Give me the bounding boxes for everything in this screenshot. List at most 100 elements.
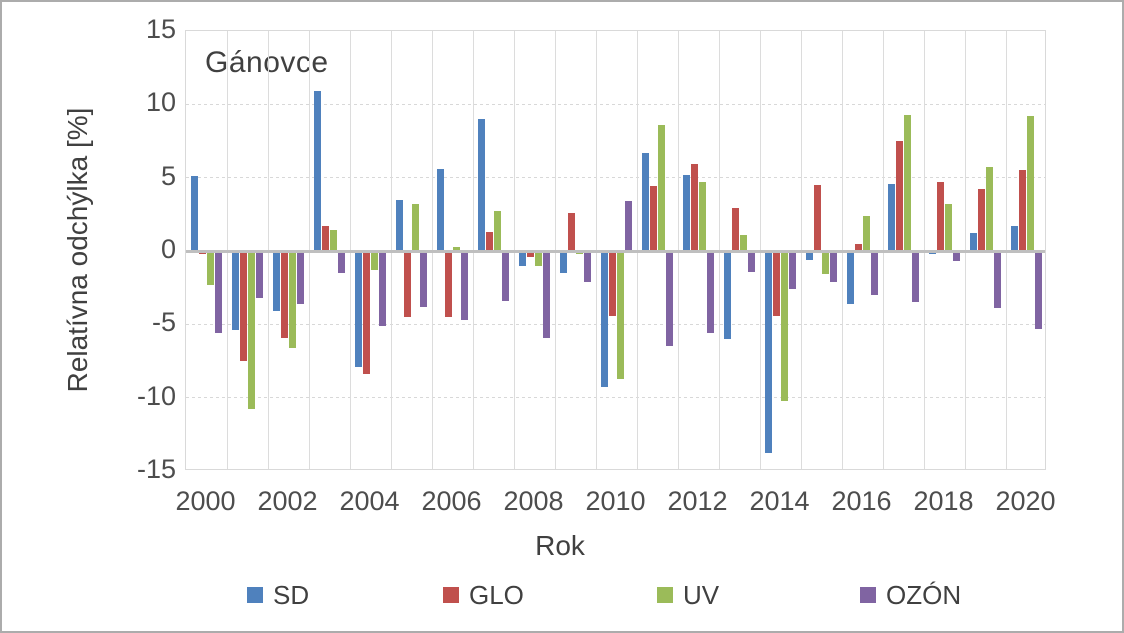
y-tick-label--5: -5: [151, 307, 176, 338]
bar-uv-2015: [822, 251, 829, 275]
legend-item-uv: UV: [657, 582, 719, 608]
bar-ozón-2015: [830, 251, 837, 282]
gridline-y--5: [186, 323, 1045, 325]
y-tick-label-10: 10: [145, 87, 176, 118]
bar-uv-2001: [248, 251, 255, 410]
bar-sd-2020: [1011, 226, 1018, 251]
bar-glo-2015: [814, 185, 821, 251]
bar-sd-2001: [232, 251, 239, 331]
bar-uv-2014: [781, 251, 788, 401]
bar-ozón-2016: [871, 251, 878, 295]
y-tick-label-0: 0: [160, 234, 176, 264]
bar-ozón-2005: [420, 251, 427, 307]
bar-glo-2019: [978, 189, 985, 251]
bar-glo-2004: [363, 251, 370, 375]
bar-sd-2008: [519, 251, 526, 266]
bar-uv-2019: [986, 167, 993, 251]
x-axis-title: Rok: [535, 530, 585, 561]
bar-sd-2016: [847, 251, 854, 304]
bar-glo-2008: [527, 251, 534, 257]
bar-ozón-2017: [912, 251, 919, 303]
bar-uv-2007: [494, 211, 501, 251]
bar-sd-2000: [191, 176, 198, 251]
bar-glo-2006: [445, 251, 452, 317]
zero-axis-line: [186, 249, 1045, 253]
x-tick-label-2004: 2004: [339, 486, 400, 516]
y-tick-label-15: 15: [145, 14, 176, 44]
x-tick-label-2012: 2012: [667, 486, 728, 516]
bar-glo-2010: [609, 251, 616, 316]
x-tick-label-2000: 2000: [175, 486, 236, 516]
legend-label-ozón: OZÓN: [886, 580, 962, 610]
legend-item-glo: GLO: [443, 580, 524, 610]
bar-uv-2008: [535, 251, 542, 266]
bar-ozón-2010: [625, 201, 632, 251]
bar-glo-2009: [568, 212, 575, 251]
legend-item-sd: SD: [247, 580, 310, 610]
x-tick-label-2014: 2014: [749, 486, 810, 516]
bar-glo-2014: [773, 251, 780, 316]
gridline-y-10: [186, 103, 1045, 105]
bar-uv-2000: [207, 251, 214, 285]
bar-uv-2013: [740, 234, 747, 251]
bar-glo-2007: [486, 231, 493, 251]
bar-ozón-2018: [953, 251, 960, 262]
bar-glo-2013: [732, 208, 739, 251]
bar-glo-2016: [855, 243, 862, 251]
bar-ozón-2013: [748, 251, 755, 272]
legend-swatch-ozón: [860, 587, 876, 603]
bar-glo-2018: [937, 182, 944, 251]
legend-label-sd: SD: [273, 580, 310, 610]
bar-sd-2012: [683, 174, 690, 251]
bar-glo-2011: [650, 186, 657, 251]
x-tick-label-2018: 2018: [913, 486, 974, 516]
bar-ozón-2000: [215, 251, 222, 334]
bar-ozón-2008: [543, 251, 550, 338]
bar-ozón-2006: [461, 251, 468, 320]
bar-ozón-2003: [338, 251, 345, 273]
bar-glo-2012: [691, 164, 698, 251]
bar-uv-2005: [412, 204, 419, 251]
legend-swatch-uv: [657, 587, 673, 603]
bar-glo-2005: [404, 251, 411, 317]
bar-glo-2017: [896, 141, 903, 251]
bar-glo-2002: [281, 251, 288, 338]
bar-sd-2017: [888, 183, 895, 251]
y-tick-label--15: -15: [136, 454, 176, 484]
plot-area: [185, 30, 1046, 470]
bar-glo-2001: [240, 251, 247, 361]
x-tick-label-2020: 2020: [995, 486, 1056, 516]
bar-ozón-2002: [297, 251, 304, 304]
bar-ozón-2009: [584, 251, 591, 282]
x-tick-label-2016: 2016: [831, 486, 892, 516]
bar-uv-2002: [289, 251, 296, 348]
bar-uv-2016: [863, 215, 870, 251]
x-tick-label-2008: 2008: [503, 486, 564, 516]
bar-uv-2020: [1027, 116, 1034, 251]
bar-sd-2019: [970, 233, 977, 251]
legend-swatch-sd: [247, 587, 263, 603]
bar-glo-2003: [322, 226, 329, 251]
y-axis-title: Relatívna odchýlka [%]: [62, 107, 93, 393]
bar-ozón-2001: [256, 251, 263, 298]
legend-swatch-glo: [443, 587, 459, 603]
bar-ozón-2004: [379, 251, 386, 326]
bar-sd-2005: [396, 199, 403, 251]
bar-sd-2011: [642, 152, 649, 251]
bar-sd-2002: [273, 251, 280, 312]
bar-uv-2003: [330, 230, 337, 251]
bar-sd-2015: [806, 251, 813, 260]
bar-sd-2009: [560, 251, 567, 273]
bar-glo-2020: [1019, 170, 1026, 251]
x-tick-label-2010: 2010: [585, 486, 646, 516]
bar-ozón-2019: [994, 251, 1001, 309]
bar-uv-2011: [658, 124, 665, 251]
bar-sd-2014: [765, 251, 772, 454]
y-tick-label-5: 5: [160, 160, 176, 191]
bar-sd-2007: [478, 119, 485, 251]
bar-uv-2006: [453, 246, 460, 251]
legend-label-glo: GLO: [469, 580, 524, 610]
legend-item-ozón: OZÓN: [860, 580, 962, 610]
bar-uv-2017: [904, 114, 911, 251]
